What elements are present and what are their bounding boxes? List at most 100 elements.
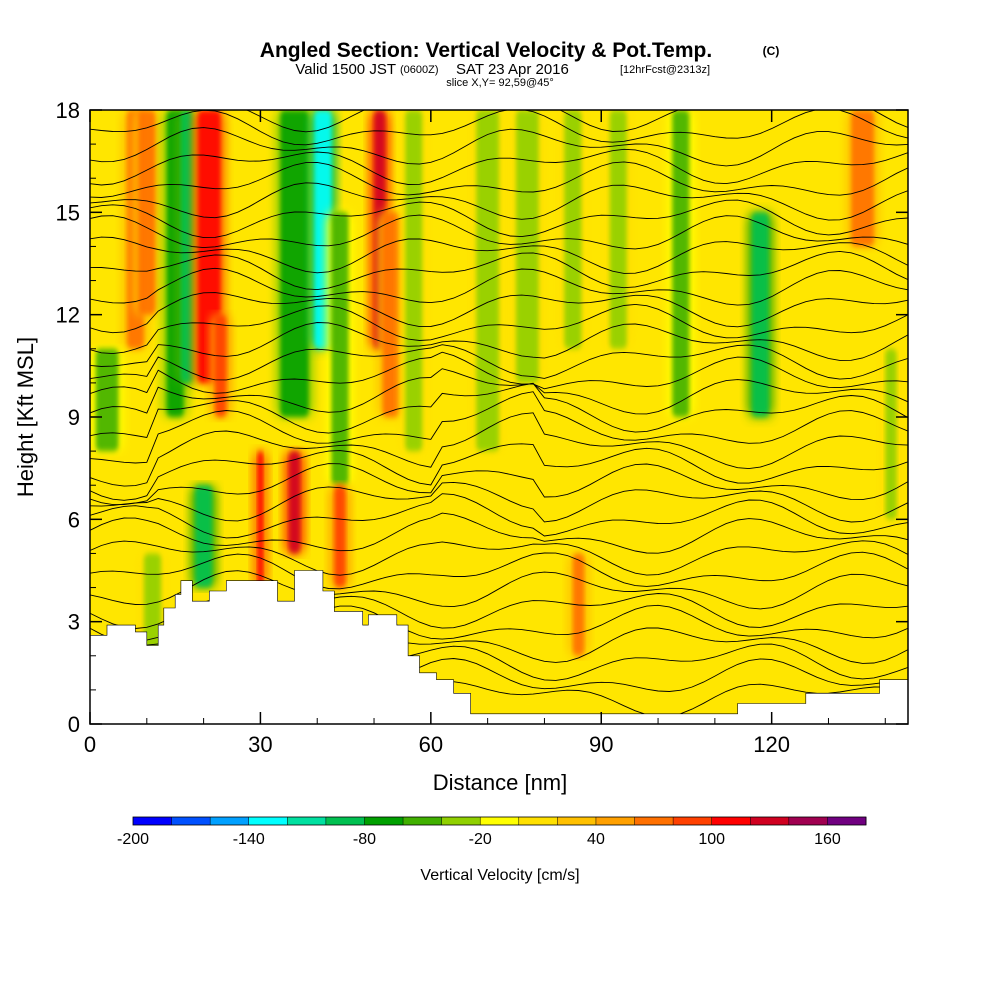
velocity-band	[334, 485, 346, 588]
potential-temperature-contours	[90, 110, 908, 718]
colorbar-swatch	[248, 817, 288, 825]
velocity-band	[564, 110, 582, 349]
velocity-band	[751, 212, 769, 417]
chart-title: Angled Section: Vertical Velocity & Pot.…	[260, 39, 712, 62]
theta-contour	[90, 236, 908, 274]
subtitle-valid-date: SAT 23 Apr 2016	[456, 61, 569, 78]
colorbar-tick-label: -80	[353, 831, 376, 848]
velocity-band	[851, 110, 874, 247]
theta-contour	[90, 148, 908, 186]
y-tick-label: 6	[68, 507, 80, 532]
colorbar-swatch	[673, 817, 713, 825]
colorbar-tick-label: -200	[117, 831, 149, 848]
colorbar-swatch	[788, 817, 828, 825]
colorbar-swatch	[595, 817, 636, 825]
theta-contour	[90, 493, 908, 539]
theta-contour	[90, 250, 908, 291]
colorbar-swatch	[750, 817, 790, 825]
colorbar-swatch	[441, 817, 481, 825]
velocity-band	[195, 485, 213, 588]
velocity-band	[405, 110, 423, 452]
y-tick-label: 15	[56, 200, 80, 225]
theta-contour	[90, 463, 908, 506]
chart-title-unit: (C)	[763, 44, 780, 58]
velocity-band	[95, 348, 119, 452]
colorbar-tick-label: -140	[233, 831, 265, 848]
theta-contour	[90, 481, 908, 523]
y-axis-label: Height [Kft MSL]	[13, 337, 38, 497]
terrain-mask	[90, 570, 908, 724]
theta-contour	[90, 540, 908, 576]
chart-subtitle: Valid 1500 JST (0600Z) SAT 23 Apr 2016 […	[295, 61, 710, 78]
colorbar-swatch	[210, 817, 250, 825]
velocity-band	[288, 451, 301, 554]
theta-contour	[90, 551, 908, 590]
x-tick-label: 30	[248, 732, 272, 757]
velocity-band	[143, 553, 162, 656]
theta-contour	[90, 570, 908, 610]
colorbar-swatch	[827, 817, 867, 825]
theta-contour	[90, 443, 908, 501]
theta-contour	[90, 412, 908, 487]
velocity-band	[280, 110, 309, 417]
colorbar-title: Vertical Velocity [cm/s]	[420, 867, 579, 884]
velocity-band	[672, 110, 690, 417]
theta-contour	[90, 127, 908, 167]
theta-contour	[90, 214, 908, 250]
chart-slice-label: slice X,Y= 92,59@45°	[446, 77, 554, 89]
y-tick-label: 9	[68, 405, 80, 430]
chart-title-block: Angled Section: Vertical Velocity & Pot.…	[260, 39, 780, 89]
theta-contour	[90, 267, 908, 306]
x-tick-label: 60	[419, 732, 443, 757]
velocity-band	[331, 212, 349, 486]
axes: 0 30 60 90 120 0 3 6 9 12 15 18	[56, 98, 908, 757]
x-tick-label: 0	[84, 732, 96, 757]
y-tick-label: 12	[56, 303, 80, 328]
colorbar-swatch	[518, 817, 558, 825]
colorbar-swatch	[133, 817, 173, 825]
theta-contour	[90, 344, 908, 381]
colorbar-tick-label: -20	[469, 831, 492, 848]
colorbar-tick-label: 100	[698, 831, 725, 848]
y-tick-label: 0	[68, 712, 80, 737]
plot-area	[90, 110, 908, 724]
theta-contour	[90, 351, 908, 395]
velocity-band	[180, 110, 193, 383]
theta-contour	[90, 292, 908, 334]
colorbar-swatch	[171, 817, 211, 825]
colorbar-frame	[132, 816, 867, 826]
colorbar-swatch	[634, 817, 674, 825]
subtitle-valid-utc: (0600Z)	[400, 64, 439, 76]
y-tick-label: 3	[68, 610, 80, 635]
x-axis-label: Distance [nm]	[433, 770, 568, 795]
colorbar-swatch	[287, 817, 327, 825]
colorbar-tick-label: 40	[587, 831, 605, 848]
theta-contour	[90, 382, 908, 439]
velocity-band	[257, 451, 264, 588]
velocity-band	[609, 110, 627, 349]
subtitle-valid-prefix: Valid 1500 JST	[295, 61, 396, 78]
theta-contour	[90, 368, 908, 415]
colorbar-swatch	[364, 817, 404, 825]
colorbar-swatch	[557, 817, 597, 825]
colorbar-swatch	[711, 817, 751, 825]
x-tick-label: 90	[589, 732, 613, 757]
theta-contour	[90, 161, 908, 198]
theta-contour	[90, 182, 908, 221]
theta-contour	[90, 199, 908, 239]
theta-contour	[90, 322, 908, 367]
colorbar-swatch	[325, 817, 365, 825]
theta-contour	[90, 110, 908, 146]
colorbar-swatch	[403, 817, 443, 825]
y-tick-label: 18	[56, 98, 80, 123]
subtitle-forecast: [12hrFcst@2313z]	[620, 64, 710, 76]
velocity-band	[885, 348, 897, 520]
colorbar-swatch	[480, 817, 520, 825]
theta-contour	[90, 303, 908, 355]
velocity-band	[197, 110, 221, 383]
x-tick-label: 120	[753, 732, 790, 757]
velocity-band	[214, 314, 227, 417]
colorbar: -200 -140 -80 -20 40 100 160	[117, 816, 867, 848]
velocity-band	[138, 110, 156, 315]
